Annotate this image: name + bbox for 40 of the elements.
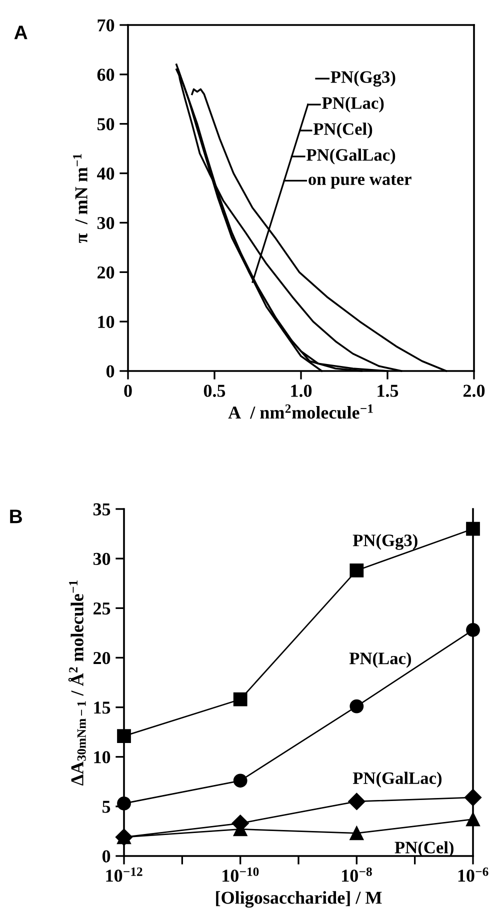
legend-label: PN(Gg3) xyxy=(330,70,396,87)
y-tick-label: 10 xyxy=(98,316,114,328)
y-tick-label: 20 xyxy=(94,652,110,664)
y-tick-label: 70 xyxy=(98,19,114,32)
x-tick-label: 10$^{−6}$ xyxy=(458,867,488,882)
y-tick-label: 30 xyxy=(93,552,110,566)
y-axis-title: π / mN m$^{−1}$ xyxy=(73,154,88,243)
y-axis-title: ΔA$_{30mNm−1}$ / Å$^{2}$ molecule$^{−1}$ xyxy=(68,580,86,786)
y-tick-label: 10 xyxy=(94,751,110,764)
x-tick-label: 10$^{−8}$ xyxy=(342,867,372,882)
x-tick-label: 10$^{−12}$ xyxy=(106,867,142,882)
x-tick-label: 2.0 xyxy=(463,384,485,397)
legend-label: PN(GalLac) xyxy=(306,148,396,164)
x-tick-label: 1.0 xyxy=(291,384,312,397)
x-axis-title: A / nm$^{2}$molecule$^{−1}$ xyxy=(228,404,373,419)
legend-label: PN(Cel) xyxy=(313,122,372,138)
series-label: PN(GalLac) xyxy=(352,772,442,788)
y-tick-label: 60 xyxy=(97,68,114,81)
x-axis-title: [Oligosaccharide] / M xyxy=(216,891,382,908)
x-tick-label: 10$^{−10}$ xyxy=(222,867,259,882)
x-tick-label: 1.5 xyxy=(378,384,398,397)
series-label: PN(Gg3) xyxy=(352,534,418,550)
x-tick-label: 0.5 xyxy=(204,384,226,397)
chart-title: B xyxy=(10,510,22,524)
y-tick-label: 30 xyxy=(97,216,114,230)
y-tick-label: 15 xyxy=(94,702,110,714)
legend-label: on pure water xyxy=(308,175,412,189)
legend-label: PN(Lac) xyxy=(322,96,384,112)
y-tick-label: 50 xyxy=(97,118,114,130)
y-tick-label: 0 xyxy=(106,365,114,378)
y-tick-label: 40 xyxy=(97,168,114,180)
y-tick-label: 0 xyxy=(102,850,110,862)
x-tick-label: 0 xyxy=(124,384,132,397)
y-tick-label: 35 xyxy=(93,503,110,516)
y-tick-label: 25 xyxy=(94,602,110,615)
chart-title: A xyxy=(14,26,28,40)
y-tick-label: 5 xyxy=(102,800,110,813)
y-tick-label: 20 xyxy=(98,266,114,279)
series-label: PN(Lac) xyxy=(349,652,412,668)
series-label: PN(Cel) xyxy=(394,841,454,857)
